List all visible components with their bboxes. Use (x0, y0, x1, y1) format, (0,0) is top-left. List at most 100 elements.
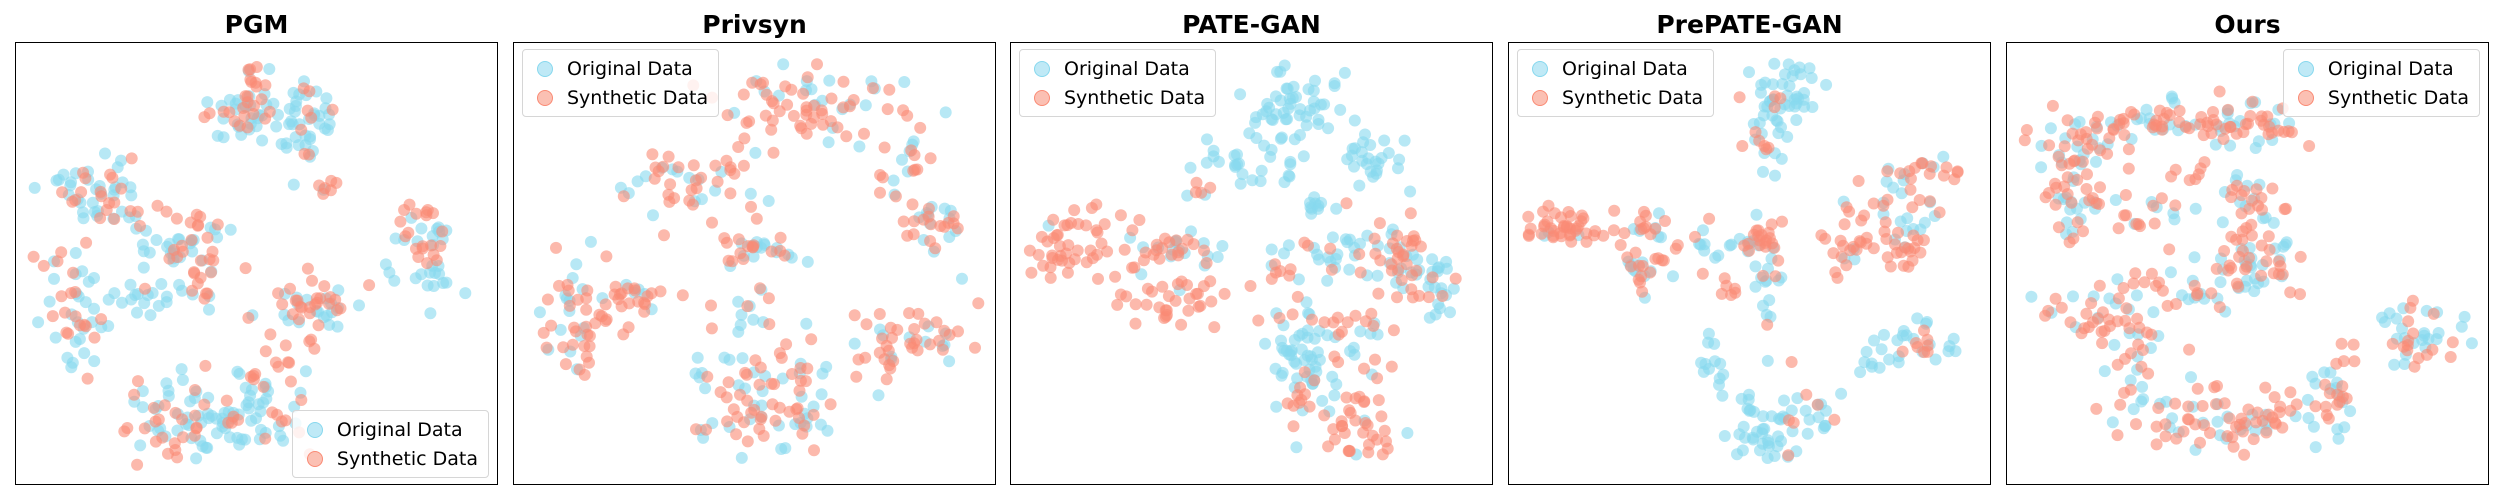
synthetic-data-point (283, 356, 296, 369)
original-data-point (88, 355, 101, 368)
synthetic-data-point (1286, 308, 1299, 321)
original-data-point (2458, 310, 2471, 323)
legend-label: Synthetic Data (2327, 86, 2469, 109)
synthetic-data-point (1772, 254, 1785, 267)
synthetic-data-point (2165, 170, 2178, 183)
synthetic-data-point (1281, 397, 1294, 410)
synthetic-data-point (701, 370, 714, 383)
synthetic-data-point (1140, 298, 1153, 311)
synthetic-data-point (2173, 104, 2186, 117)
synthetic-data-point (1913, 194, 1926, 206)
original-data-point (1309, 74, 1321, 87)
synthetic-data-point (2052, 221, 2065, 234)
synthetic-data-point (259, 432, 272, 445)
synthetic-data-point (186, 284, 199, 297)
synthetic-data-point (1390, 242, 1403, 255)
synthetic-data-point (1156, 280, 1169, 293)
synthetic-data-point (2148, 217, 2161, 230)
synthetic-data-point (662, 150, 675, 163)
legend-entry-original: Original Data (1028, 54, 1205, 83)
original-data-point (388, 274, 401, 287)
synthetic-data-point (1852, 175, 1865, 187)
original-data-point (2398, 358, 2411, 370)
original-data-point (2136, 380, 2149, 393)
original-data-point (735, 451, 748, 464)
original-data-point (73, 333, 86, 345)
synthetic-data-point (201, 231, 214, 244)
synthetic-data-point (662, 188, 675, 201)
synthetic-data-point (808, 444, 820, 457)
original-data-point (1362, 152, 1375, 165)
synthetic-data-point (2058, 140, 2071, 153)
synthetic-data-point (1652, 252, 1665, 265)
synthetic-data-point (1634, 276, 1646, 289)
original-data-point (747, 313, 760, 326)
synthetic-data-point (1572, 220, 1585, 233)
original-data-point (1778, 394, 1790, 407)
synthetic-data-point (2077, 225, 2089, 238)
synthetic-data-point (2138, 276, 2151, 289)
synthetic-data-point (905, 144, 918, 157)
original-data-point (152, 299, 165, 312)
original-data-point (1275, 334, 1287, 347)
original-data-point (1799, 404, 1812, 417)
synthetic-data-point (562, 284, 575, 297)
synthetic-data-point (2223, 412, 2236, 425)
original-data-point (1234, 177, 1247, 190)
original-data-point (815, 388, 828, 401)
synthetic-data-point (1244, 280, 1257, 292)
synthetic-data-point (403, 198, 416, 211)
synthetic-data-point (1274, 265, 1287, 278)
original-data-point (1348, 114, 1361, 127)
original-data-point (777, 58, 790, 71)
synthetic-data-point (2255, 269, 2268, 282)
original-data-point (1328, 80, 1341, 92)
synthetic-data-point (1111, 298, 1124, 311)
synthetic-data-point (852, 353, 865, 366)
synthetic-data-point (622, 321, 635, 334)
synthetic-data-point (237, 102, 250, 114)
synthetic-data-point (887, 355, 900, 367)
synthetic-data-point (583, 356, 595, 369)
original-data-point (28, 181, 41, 194)
synthetic-data-point (2177, 425, 2190, 438)
synthetic-data-point (2255, 239, 2268, 252)
original-data-point (1321, 329, 1334, 342)
synthetic-data-point (749, 354, 762, 367)
synthetic-data-point (160, 205, 173, 218)
synthetic-data-point (840, 130, 853, 143)
original-data-point (1440, 255, 1453, 268)
synthetic-data-point (2183, 122, 2196, 135)
original-data-point (2188, 251, 2201, 264)
synthetic-data-point (2444, 351, 2457, 363)
synthetic-data-point (421, 257, 434, 270)
original-data-point (1229, 160, 1242, 173)
synthetic-data-point (1894, 167, 1907, 180)
original-data-point (1293, 329, 1306, 342)
synthetic-data-point (272, 360, 285, 373)
synthetic-data-point (1129, 298, 1142, 311)
original-data-point (775, 443, 788, 455)
synthetic-data-point (2081, 168, 2093, 181)
original-data-point (1290, 441, 1303, 454)
original-data-point (1900, 329, 1913, 342)
synthetic-data-point (158, 399, 171, 412)
synthetic-data-point (2335, 337, 2348, 350)
synthetic-data-point (2446, 336, 2459, 349)
synthetic-data-point (638, 305, 651, 318)
synthetic-data-point (108, 213, 121, 225)
synthetic-data-point (1181, 233, 1194, 246)
synthetic-data-point (1834, 234, 1847, 247)
synthetic-data-point (1696, 267, 1709, 280)
synthetic-data-point (2233, 250, 2246, 263)
synthetic-data-point (436, 225, 449, 238)
original-data-point (1300, 119, 1313, 132)
synthetic-data-point (2114, 398, 2127, 411)
synthetic-data-point (2217, 133, 2230, 145)
original-data-point (1717, 368, 1730, 381)
synthetic-data-point (2243, 202, 2256, 215)
synthetic-data-point (1749, 126, 1762, 139)
synthetic-data-point (2259, 381, 2272, 394)
synthetic-data-point (1636, 285, 1649, 298)
synthetic-data-point (2262, 408, 2275, 421)
